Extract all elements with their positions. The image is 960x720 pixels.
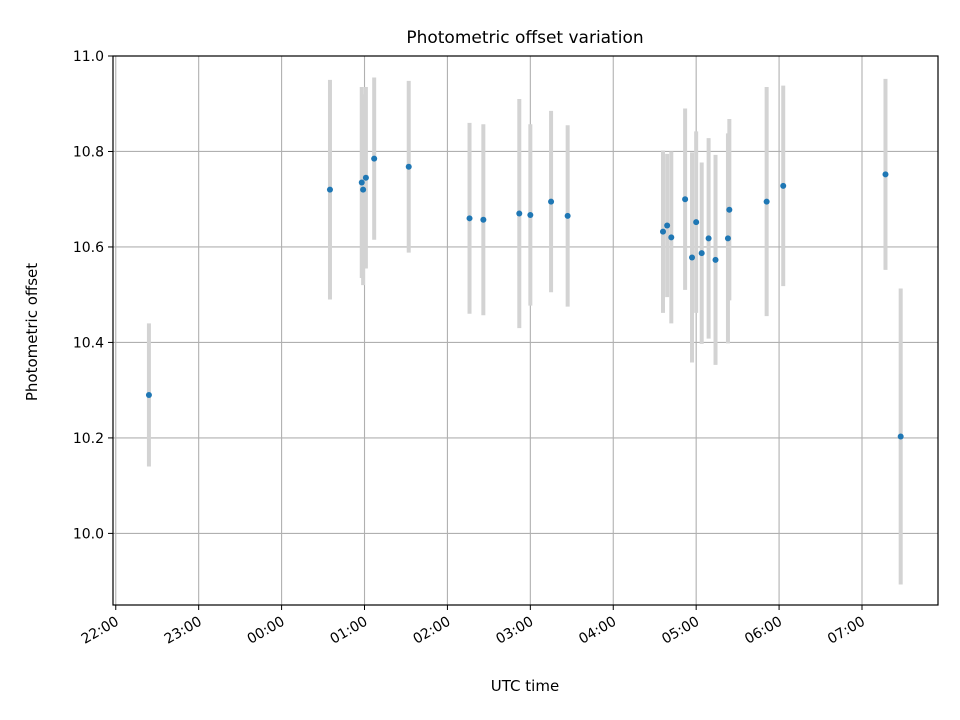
y-tick-label: 11.0 (73, 49, 104, 65)
data-point (358, 179, 365, 186)
data-point (145, 391, 152, 398)
x-tick-label: 03:00 (493, 614, 536, 648)
data-point (516, 210, 523, 217)
grid-lines (113, 55, 938, 605)
x-tick-label: 02:00 (410, 614, 453, 648)
data-point (780, 182, 787, 189)
y-tick-label: 10.8 (73, 144, 104, 160)
x-tick-label: 06:00 (742, 614, 785, 648)
data-point (664, 222, 671, 229)
data-point (480, 216, 487, 223)
x-tick-label: 00:00 (245, 614, 288, 648)
x-tick-label: 01:00 (328, 614, 371, 648)
data-point (698, 250, 705, 257)
y-tick-label: 10.6 (73, 240, 104, 256)
data-point (564, 212, 571, 219)
data-point (726, 206, 733, 213)
data-point (527, 211, 534, 218)
data-point (712, 256, 719, 263)
y-axis-ticks: 10.0 10.2 10.4 10.6 10.8 11.0 (73, 49, 113, 542)
data-point (326, 186, 333, 193)
data-point (405, 163, 412, 170)
data-points (145, 155, 904, 440)
x-axis-title: UTC time (491, 677, 559, 695)
x-tick-label: 23:00 (162, 614, 205, 648)
x-tick-label: 04:00 (576, 614, 619, 648)
y-tick-label: 10.0 (73, 526, 104, 542)
data-point (668, 234, 675, 241)
data-point (371, 155, 378, 162)
data-point (660, 228, 666, 235)
x-tick-label: 05:00 (659, 614, 702, 648)
y-axis-title: Photometric offset (23, 263, 41, 401)
data-point (763, 198, 770, 205)
error-bars (146, 77, 903, 585)
x-axis-ticks: 22:00 23:00 00:00 01:00 02:00 03:00 04:00 05:00… (79, 605, 868, 648)
y-tick-label: 10.4 (73, 335, 104, 351)
x-tick-label: 07:00 (825, 614, 868, 648)
y-tick-label: 10.2 (73, 431, 104, 447)
data-point (360, 186, 367, 193)
x-tick-label: 22:00 (79, 614, 122, 648)
plot-frame (112, 55, 939, 606)
data-point (882, 171, 889, 178)
data-point (548, 198, 555, 205)
data-point (705, 235, 712, 242)
chart-title: Photometric offset variation (406, 28, 643, 48)
data-point (897, 433, 904, 440)
data-point (689, 254, 696, 261)
data-point (466, 215, 473, 222)
data-point (724, 235, 731, 242)
data-point (693, 219, 700, 226)
data-point (362, 174, 369, 181)
data-point (682, 196, 689, 203)
